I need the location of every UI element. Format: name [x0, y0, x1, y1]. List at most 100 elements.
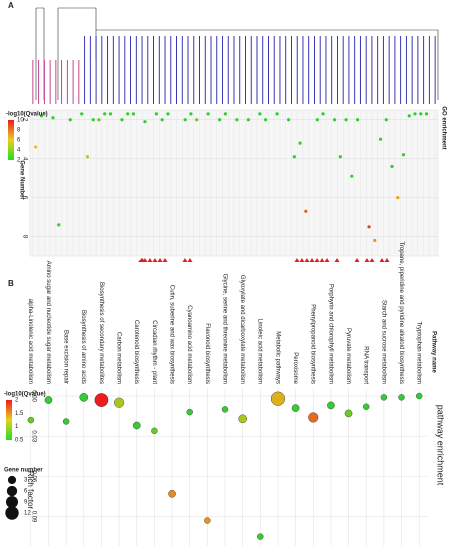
bracket	[35, 7, 439, 100]
point	[126, 112, 130, 116]
marker-triangle	[162, 258, 168, 262]
marker-triangle	[354, 258, 360, 262]
marker-triangle	[147, 258, 153, 262]
bubble	[270, 391, 286, 406]
chart-title: GO enrichment	[440, 106, 446, 149]
point	[390, 164, 394, 169]
marker-triangle	[334, 258, 340, 262]
x-tick-label: Biosynthesis of amino acids	[80, 310, 86, 384]
point	[189, 112, 193, 116]
point	[85, 155, 90, 159]
x-tick-label: Linoleic acid metabolism	[257, 319, 263, 384]
bubble	[380, 394, 388, 401]
bubble	[204, 517, 211, 524]
marker-triangle	[294, 258, 300, 262]
marker-triangle	[364, 258, 370, 262]
x-tick-label: Porphyrin and chlorophyll metabolism	[327, 284, 333, 384]
marker-triangle	[182, 258, 188, 262]
bubble	[257, 533, 264, 540]
point	[286, 118, 291, 122]
bubble	[62, 418, 70, 425]
point	[160, 118, 164, 122]
point	[367, 225, 371, 229]
size-key-label: 9	[24, 500, 28, 506]
point	[131, 112, 136, 116]
x-tick-label: Tryptophan metabolism	[416, 322, 422, 384]
marker-triangle	[369, 258, 375, 262]
y-tick-label: 0.03	[30, 430, 36, 442]
point	[183, 118, 187, 122]
color-bar	[8, 120, 14, 160]
marker-triangle	[379, 258, 385, 262]
color-bar	[6, 400, 12, 440]
legend-tick-label: 0.5	[15, 438, 24, 444]
point	[51, 116, 55, 120]
x-tick-label: Amino sugar and nucleotide sugar metabol…	[45, 261, 51, 384]
point	[332, 118, 337, 122]
point	[39, 114, 44, 118]
size-key-label: 6	[24, 489, 28, 495]
bubble	[186, 408, 193, 416]
marker-triangle	[299, 258, 305, 262]
y-tick-label: 6	[21, 196, 27, 200]
legend-tick-label: 10	[17, 118, 24, 124]
marker-triangle	[187, 258, 193, 262]
x-tick-label: Peroxisome	[292, 352, 298, 384]
bubble	[415, 392, 423, 400]
point	[258, 112, 262, 116]
size-key	[7, 475, 17, 485]
y-axis-label: Gene Number	[18, 160, 24, 200]
bubble	[168, 489, 176, 498]
bubble	[344, 409, 353, 418]
y-tick-label: 0.06	[30, 471, 36, 483]
marker-triangle	[319, 258, 325, 262]
x-tick-label: Carbon metabolism	[116, 332, 122, 384]
legend-tick-label: 1	[15, 424, 19, 430]
point	[166, 112, 170, 116]
bubble	[327, 401, 335, 410]
x-tick-label: Phenylpropanoid biosynthesis	[310, 304, 316, 384]
point	[292, 155, 296, 159]
point	[223, 112, 227, 116]
bubble	[114, 397, 125, 408]
bubble	[27, 416, 35, 424]
x-tick-label: Circadian rhythm - plant	[151, 320, 157, 384]
point	[264, 118, 268, 122]
marker-triangle	[142, 258, 148, 262]
y-axis-label: Rich factor	[26, 471, 35, 510]
point	[344, 118, 348, 122]
bubble	[79, 393, 89, 402]
point	[108, 112, 113, 116]
bubble	[151, 427, 158, 435]
point	[407, 114, 411, 118]
point	[373, 238, 377, 243]
point	[350, 174, 354, 178]
y-tick-label: 0.09	[30, 511, 36, 523]
x-axis-label: Pathway name	[430, 331, 436, 373]
size-key-label: 12	[24, 511, 31, 517]
size-legend-title: Gene number	[4, 468, 43, 474]
point	[396, 196, 400, 200]
legend-tick-label: 6	[17, 138, 21, 144]
bubble	[94, 393, 109, 407]
x-tick-label: Glycine, serine and threonine metabolism	[221, 274, 227, 384]
point	[34, 145, 38, 149]
legend-tick-label: 8	[17, 128, 21, 134]
x-tick-label: Carotenoid biosynthesis	[133, 320, 139, 384]
marker-triangle	[314, 258, 320, 262]
legend-tick-label: 1.5	[15, 411, 24, 417]
point	[401, 153, 406, 157]
point	[103, 112, 107, 116]
marker-triangle	[304, 258, 310, 262]
x-tick-label: Biosynthesis of secondary metabolites	[98, 282, 104, 384]
x-tick-label: Metabolic pathways	[274, 331, 280, 384]
point	[143, 120, 147, 124]
panel-label: B	[8, 279, 14, 288]
point	[195, 118, 199, 122]
point	[304, 209, 308, 213]
point	[298, 141, 302, 145]
x-tick-label: Tropane, piperidine and pyridine alkaloi…	[398, 241, 404, 384]
x-tick-label: Cutin, suberine and wax biosynthesis	[168, 285, 174, 384]
point	[378, 137, 383, 141]
